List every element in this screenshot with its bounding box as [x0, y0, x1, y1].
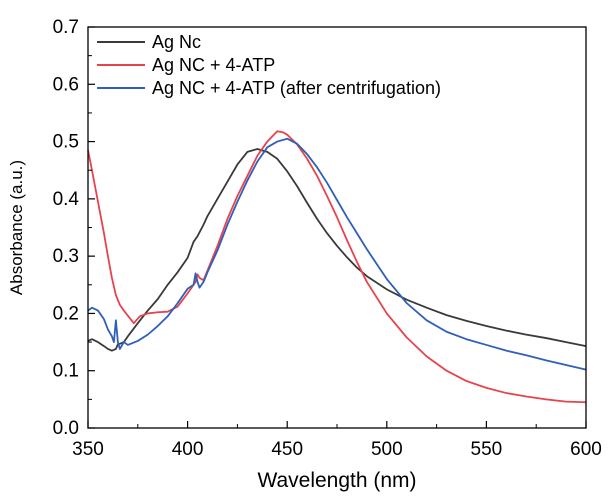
- legend: Ag Nc Ag NC + 4-ATP Ag NC + 4-ATP (after c…: [97, 32, 441, 98]
- y-axis-label: Absorbance (a.u.): [7, 160, 26, 295]
- legend-label: Ag NC + 4-ATP (after centrifugation): [152, 78, 441, 98]
- x-tick-label: 600: [570, 439, 602, 460]
- series-line-3: [87, 137, 587, 371]
- y-tick-label: 0.1: [53, 361, 79, 382]
- y-tick-label: 0.7: [53, 17, 79, 38]
- y-tick-label: 0.3: [53, 246, 79, 267]
- y-axis-ticks: 0.0 0.1 0.2 0.3 0.4 0.5 0.6 0.7: [53, 17, 95, 439]
- x-axis-ticks: 350 400 450 500 550 600: [72, 421, 602, 460]
- series-line-1: [87, 148, 587, 352]
- plot-series: [87, 130, 587, 404]
- x-tick-label: 350: [72, 439, 104, 460]
- x-axis-label: Wavelength (nm): [257, 469, 416, 492]
- x-tick-label: 450: [271, 439, 303, 460]
- legend-label: Ag Nc: [152, 32, 201, 52]
- y-tick-label: 0.4: [53, 189, 80, 210]
- x-tick-label: 500: [371, 439, 403, 460]
- y-tick-label: 0.2: [53, 303, 79, 324]
- x-tick-label: 550: [471, 439, 503, 460]
- legend-label: Ag NC + 4-ATP: [152, 55, 275, 75]
- y-tick-label: 0.0: [53, 418, 79, 439]
- y-tick-label: 0.6: [53, 74, 79, 95]
- y-tick-label: 0.5: [53, 132, 79, 153]
- x-tick-label: 400: [172, 439, 204, 460]
- series-line-2: [87, 130, 587, 404]
